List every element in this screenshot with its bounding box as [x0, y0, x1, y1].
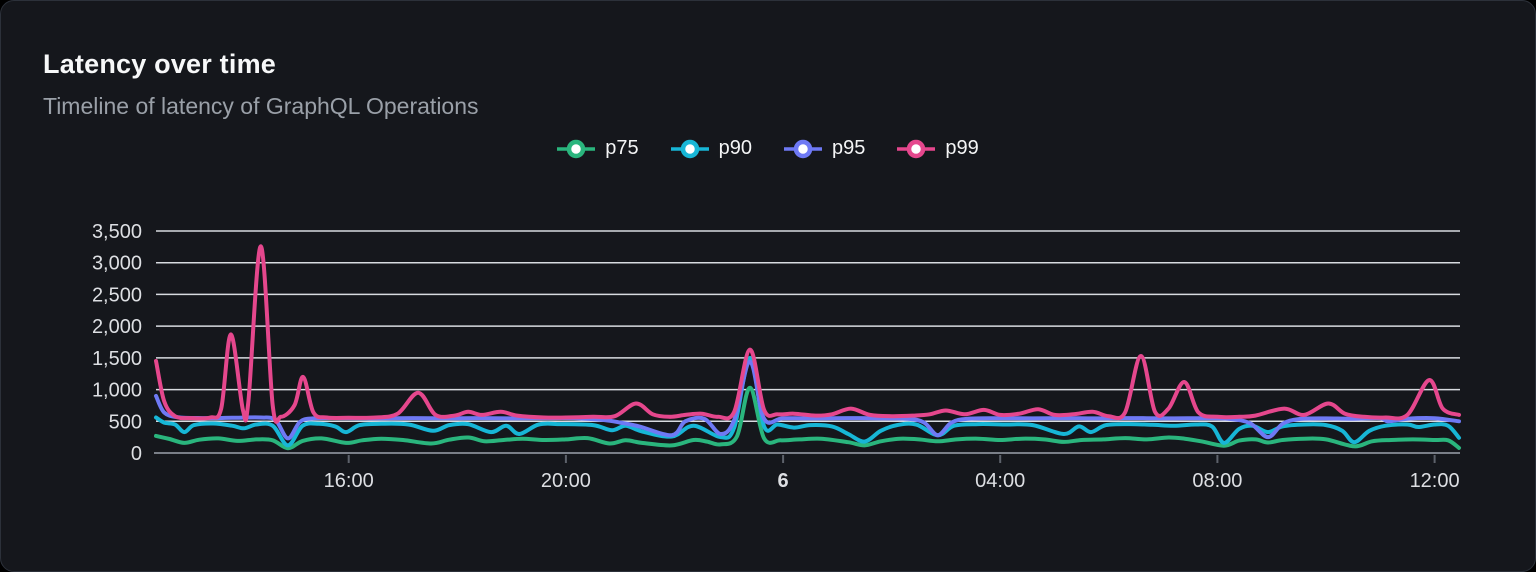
legend-label: p90	[718, 137, 752, 159]
legend-marker-circle	[907, 139, 926, 158]
legend-marker-circle	[793, 139, 813, 158]
legend-label: p75	[605, 137, 639, 159]
legend-marker-circle	[567, 139, 586, 158]
series-line-p99	[154, 244, 1461, 424]
x-axis-label: 6	[778, 470, 789, 492]
legend-item-p95[interactable]: p95	[784, 137, 865, 160]
legend-label: p99	[945, 137, 979, 159]
chart-legend: p75 p90 p95 p99	[1, 137, 1535, 160]
panel-subtitle: Timeline of latency of GraphQL Operation…	[43, 93, 479, 119]
legend-item-p75[interactable]: p75	[557, 137, 639, 160]
series-line-p90	[154, 355, 1461, 448]
legend-marker-icon	[557, 139, 596, 158]
y-axis-label: 1,500	[92, 348, 142, 370]
legend-marker-icon	[897, 139, 936, 158]
y-axis-label: 2,500	[92, 284, 142, 306]
x-axis-label: 12:00	[1410, 470, 1460, 492]
x-axis-label: 20:00	[541, 470, 591, 492]
page-title: Latency over time	[43, 49, 276, 79]
legend-marker-icon	[670, 139, 709, 158]
y-axis-label: 2,000	[92, 316, 142, 338]
y-axis-label: 3,500	[92, 221, 142, 243]
y-axis-label: 500	[109, 411, 142, 433]
legend-marker-circle	[680, 139, 699, 158]
x-axis-label: 16:00	[324, 470, 374, 492]
legend-item-p99[interactable]: p99	[897, 137, 979, 160]
series-line-p75	[154, 385, 1461, 451]
y-axis-label: 0	[131, 443, 142, 465]
y-axis-label: 3,000	[92, 253, 142, 275]
legend-label: p95	[832, 137, 866, 159]
x-axis-label: 08:00	[1192, 470, 1242, 492]
legend-marker-icon	[784, 139, 822, 158]
x-axis-label: 04:00	[975, 470, 1025, 492]
legend-item-p90[interactable]: p90	[670, 137, 752, 160]
y-axis-label: 1,000	[92, 380, 142, 402]
